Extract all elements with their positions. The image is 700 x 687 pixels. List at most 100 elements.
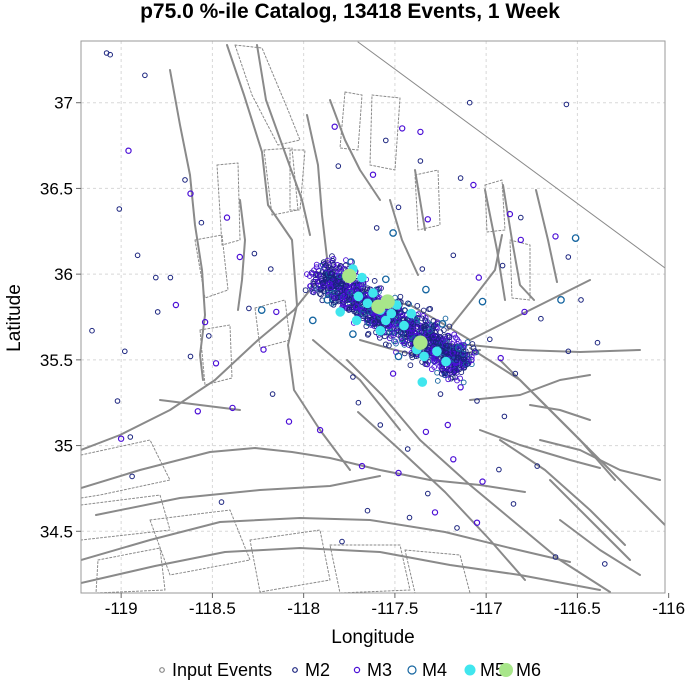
legend-marker — [407, 665, 417, 675]
m2-point — [116, 206, 123, 212]
event-marker — [327, 269, 334, 276]
m2-point — [107, 51, 113, 58]
event-marker — [445, 376, 452, 383]
m3-point — [521, 308, 528, 316]
m4-point — [557, 296, 565, 304]
m2-point — [602, 561, 608, 567]
m2-point — [474, 398, 480, 404]
event-marker — [451, 331, 458, 338]
event-marker — [438, 370, 445, 377]
event-marker — [446, 334, 453, 341]
event-marker — [374, 319, 381, 326]
event-marker — [347, 289, 353, 296]
event-marker — [405, 300, 411, 307]
event-marker — [429, 366, 435, 373]
legend-marker — [464, 664, 476, 676]
m2-point — [320, 259, 327, 265]
m3-point — [273, 308, 280, 316]
event-marker — [441, 327, 447, 333]
m2-point — [114, 398, 121, 404]
event-marker — [451, 349, 458, 356]
m3-point — [399, 125, 406, 132]
event-marker — [458, 343, 464, 349]
m3-point — [194, 408, 201, 415]
m3-point — [395, 469, 402, 477]
m2-point — [350, 374, 356, 380]
m4-point — [454, 344, 463, 352]
x-axis: -119 -118.5 -118 -117.5 -117 -116.5 -116 — [105, 593, 685, 618]
m3-point — [187, 190, 194, 197]
event-marker — [382, 341, 389, 348]
event-marker — [460, 341, 467, 348]
event-marker — [318, 291, 324, 298]
m2-point — [246, 305, 252, 312]
event-marker — [381, 333, 388, 340]
event-marker — [331, 295, 337, 302]
m2-point — [373, 225, 380, 231]
m2-point — [454, 525, 460, 531]
event-marker — [317, 290, 323, 297]
event-marker — [427, 327, 433, 334]
m3-point — [497, 354, 504, 362]
m2-point — [510, 501, 517, 507]
m5-point — [406, 308, 417, 319]
m3-point — [552, 233, 559, 240]
m2-point — [565, 254, 572, 260]
m3-point — [285, 418, 293, 425]
m2-point — [552, 554, 559, 560]
event-marker — [335, 290, 341, 297]
m3-point — [450, 456, 457, 463]
m2-point — [127, 434, 134, 440]
event-marker — [443, 339, 449, 346]
m3-point — [470, 181, 477, 189]
m2-point — [406, 514, 413, 521]
m3-point — [331, 123, 338, 130]
event-marker — [307, 283, 314, 289]
legend-label: M2 — [305, 660, 330, 680]
event-marker — [316, 283, 323, 290]
event-marker — [371, 278, 378, 284]
event-marker — [339, 296, 346, 303]
event-marker — [443, 342, 449, 349]
event-marker — [313, 271, 320, 278]
event-marker — [366, 308, 373, 315]
event-marker — [386, 335, 393, 342]
m3-point — [517, 236, 525, 244]
m2-point — [578, 297, 584, 303]
event-marker — [423, 331, 430, 338]
event-marker — [313, 261, 320, 268]
m6-point — [413, 335, 428, 350]
event-marker — [320, 283, 326, 289]
event-marker — [397, 329, 404, 336]
m2-point — [417, 158, 424, 164]
event-marker — [460, 356, 467, 363]
event-marker — [341, 292, 347, 299]
event-marker — [414, 302, 421, 309]
event-marker — [407, 362, 414, 369]
y-tick-label: 36.5 — [40, 179, 73, 198]
plot-frame — [80, 40, 666, 594]
y-tick-label: 37 — [54, 94, 73, 113]
m2-point — [142, 72, 148, 79]
m3-point — [422, 428, 430, 436]
x-tick-label: -117.5 — [371, 599, 418, 618]
m6-point — [342, 268, 357, 284]
event-marker — [319, 269, 326, 276]
m3-point — [424, 216, 431, 223]
event-marker — [449, 363, 455, 369]
m2-point — [187, 353, 194, 360]
event-marker — [332, 289, 338, 296]
event-marker — [426, 335, 432, 342]
m2-point — [182, 177, 188, 183]
m2-point — [501, 413, 508, 420]
event-marker — [339, 288, 346, 294]
m5-point — [386, 308, 397, 319]
event-marker — [443, 349, 450, 356]
event-marker — [410, 321, 417, 327]
m4-point — [389, 229, 397, 237]
event-marker — [325, 264, 332, 271]
legend-label: Input Events — [172, 660, 272, 680]
x-tick-label: -118 — [287, 599, 320, 618]
m5-point — [357, 272, 367, 283]
